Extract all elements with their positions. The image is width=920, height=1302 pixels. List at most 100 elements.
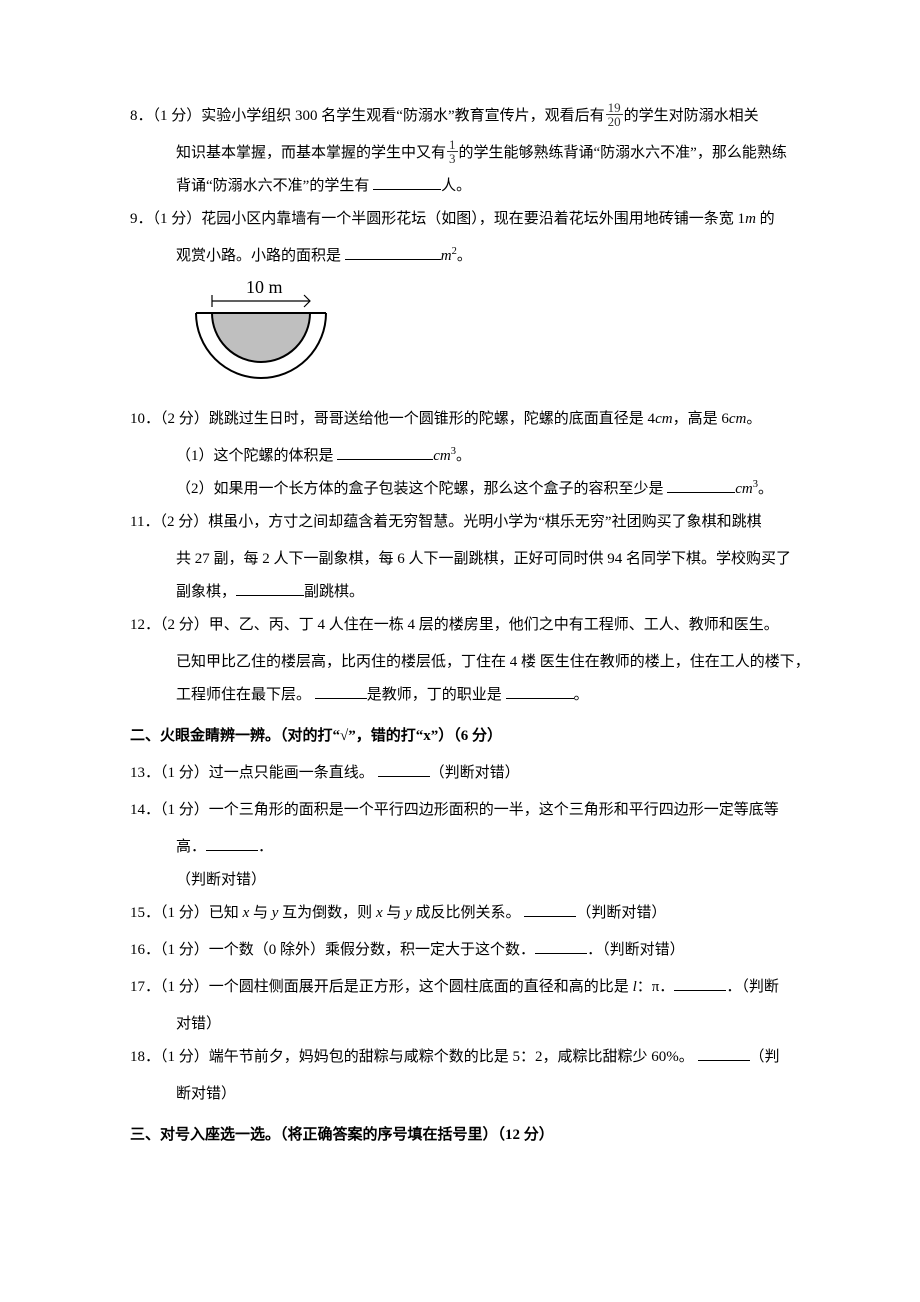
section-3-heading: 三、对号入座选一选。（将正确答案的序号填在括号里）（12 分） <box>130 1119 810 1152</box>
q13-points: 1 分 <box>168 765 194 781</box>
blank <box>378 761 430 777</box>
q16-num: 16 <box>130 942 145 958</box>
unit-cm: cm <box>655 411 673 427</box>
q8-line3: 背诵“防溺水六不准”的学生有 人。 <box>130 170 810 203</box>
exam-page: 8．（1 分）实验小学组织 300 名学生观看“防溺水”教育宣传片，观看后有19… <box>0 0 920 1236</box>
q9-t1: 花园小区内靠墙有一个半圆形花坛（如图），现在要沿着花坛外围用地砖铺一条宽 1 <box>201 211 745 227</box>
unit-m: m <box>745 211 756 227</box>
fraction-19-20: 1920 <box>606 101 623 128</box>
blank <box>337 444 433 460</box>
q12-num: 12 <box>130 617 145 633</box>
q18-points: 1 分 <box>168 1049 194 1065</box>
q10-part1: （1）这个陀螺的体积是 cm3。 <box>130 440 810 473</box>
section-2-heading: 二、火眼金睛辨一辨。（对的打“√”，错的打“x”）（6 分） <box>130 720 810 753</box>
blank <box>667 477 735 493</box>
q8-l2b: 的学生能够熟练背诵“防溺水六不准”，那么能熟练 <box>459 145 787 161</box>
question-8: 8．（1 分）实验小学组织 300 名学生观看“防溺水”教育宣传片，观看后有19… <box>130 100 810 133</box>
blank <box>535 938 587 954</box>
blank <box>345 244 441 260</box>
q14-num: 14 <box>130 802 145 818</box>
blank <box>524 901 576 917</box>
q12-l3c: 。 <box>574 687 589 703</box>
q8-line2: 知识基本掌握，而基本掌握的学生中又有13的学生能够熟练背诵“防溺水六不准”，那么… <box>130 137 810 170</box>
q15-t1d: 与 <box>383 905 406 921</box>
q11-l3b: 副跳棋。 <box>304 584 364 600</box>
q15-num: 15 <box>130 905 145 921</box>
q18-t1: 端午节前夕，妈妈包的甜粽与咸粽个数的比是 5：2，咸粽比甜粽少 60%。 <box>209 1049 694 1065</box>
q12-points: 2 分 <box>168 617 194 633</box>
q11-line2: 共 27 副，每 2 人下一副象棋，每 6 人下一副跳棋，正好可同时供 94 名… <box>130 543 810 576</box>
q15-t1c: 互为倒数，则 <box>278 905 376 921</box>
var-x: x <box>376 905 383 921</box>
q17-line2: 对错） <box>130 1008 810 1041</box>
blank <box>674 975 726 991</box>
q16-t1: 一个数（0 除外）乘假分数，积一定大于这个数． <box>209 942 535 958</box>
blank <box>315 683 367 699</box>
q8-num: 8 <box>130 108 138 124</box>
q15-points: 1 分 <box>168 905 194 921</box>
q12-t1: 甲、乙、丙、丁 4 人住在一栋 4 层的楼房里，他们之中有工程师、工人、教师和医… <box>209 617 779 633</box>
unit-m2: m <box>441 248 452 264</box>
q12-line3: 工程师住在最下层。 是教师，丁的职业是 。 <box>130 679 810 712</box>
q15-t1e: 成反比例关系。 <box>412 905 521 921</box>
q15-t1b: 与 <box>249 905 272 921</box>
blank <box>236 580 304 596</box>
q8-t1: 实验小学组织 300 名学生观看“防溺水”教育宣传片，观看后有 <box>201 108 604 124</box>
q11-t1: 棋虽小，方寸之间却蕴含着无穷智慧。光明小学为“棋乐无穷”社团购买了象棋和跳棋 <box>208 514 761 530</box>
q11-num: 11 <box>130 514 144 530</box>
question-12: 12．（2 分）甲、乙、丙、丁 4 人住在一栋 4 层的楼房里，他们之中有工程师… <box>130 609 810 642</box>
q9-num: 9 <box>130 211 138 227</box>
q10-t1b: ，高是 6 <box>673 411 729 427</box>
question-17: 17．（1 分）一个圆柱侧面展开后是正方形，这个圆柱底面的直径和高的比是 l：π… <box>130 971 810 1004</box>
q11-points: 2 分 <box>167 514 193 530</box>
q17-t1a: 一个圆柱侧面展开后是正方形，这个圆柱底面的直径和高的比是 <box>209 979 633 995</box>
q14-l2a: 高． <box>176 839 206 855</box>
q17-tail: ．（判断 <box>726 979 779 995</box>
q14-l2b: ． <box>258 839 273 855</box>
q8-l3a: 背诵“防溺水六不准”的学生有 <box>176 178 369 194</box>
q17-points: 1 分 <box>168 979 194 995</box>
fraction-1-3: 13 <box>447 138 458 165</box>
q16-tail: ．（判断对错） <box>587 942 685 958</box>
question-10: 10．（2 分）跳跳过生日时，哥哥送给他一个圆锥形的陀螺，陀螺的底面直径是 4c… <box>130 403 810 436</box>
q8-l2a: 知识基本掌握，而基本掌握的学生中又有 <box>176 145 446 161</box>
q12-l3b: 是教师，丁的职业是 <box>367 687 502 703</box>
question-18: 18．（1 分）端午节前夕，妈妈包的甜粽与咸粽个数的比是 5：2，咸粽比甜粽少 … <box>130 1041 810 1074</box>
q8-points: 1 分 <box>160 108 186 124</box>
blank <box>373 174 441 190</box>
q10-p2b: 。 <box>758 481 773 497</box>
q10-part2: （2）如果用一个长方体的盒子包装这个陀螺，那么这个盒子的容积至少是 cm3。 <box>130 473 810 506</box>
question-9: 9．（1 分）花园小区内靠墙有一个半圆形花坛（如图），现在要沿着花坛外围用地砖铺… <box>130 203 810 236</box>
q17-l2: 对错） <box>176 1016 221 1032</box>
q9-line2: 观赏小路。小路的面积是 m2。 <box>130 240 810 273</box>
q14-line2: 高． ． <box>130 831 810 864</box>
q10-p1b: 。 <box>456 448 471 464</box>
unit-cm: cm <box>729 411 747 427</box>
q11-l2: 共 27 副，每 2 人下一副象棋，每 6 人下一副跳棋，正好可同时供 94 名… <box>176 551 791 567</box>
q10-p2a: （2）如果用一个长方体的盒子包装这个陀螺，那么这个盒子的容积至少是 <box>176 481 664 497</box>
q14-points: 1 分 <box>168 802 194 818</box>
question-14: 14．（1 分）一个三角形的面积是一个平行四边形面积的一半，这个三角形和平行四边… <box>130 794 810 827</box>
q15-t1a: 已知 <box>209 905 243 921</box>
q13-num: 13 <box>130 765 145 781</box>
question-15: 15．（1 分）已知 x 与 y 互为倒数，则 x 与 y 成反比例关系。 （判… <box>130 897 810 930</box>
q11-l3a: 副象棋， <box>176 584 236 600</box>
q8-l3b: 人。 <box>441 178 471 194</box>
q17-num: 17 <box>130 979 145 995</box>
q9-points: 1 分 <box>160 211 186 227</box>
diagram-label: 10 m <box>246 279 283 297</box>
q16-points: 1 分 <box>168 942 194 958</box>
q12-l3a: 工程师住在最下层。 <box>176 687 311 703</box>
blank <box>506 683 574 699</box>
q12-line2: 已知甲比乙住的楼层高，比丙住的楼层低，丁住在 4 楼 医生住在教师的楼上，住在工… <box>130 646 810 679</box>
unit-cm3: cm <box>735 481 753 497</box>
q10-t1c: 。 <box>746 411 761 427</box>
q18-line2: 断对错） <box>130 1078 810 1111</box>
q10-p1a: （1）这个陀螺的体积是 <box>176 448 334 464</box>
q14-l3: （判断对错） <box>176 872 266 888</box>
question-13: 13．（1 分）过一点只能画一条直线。 （判断对错） <box>130 757 810 790</box>
q18-l2: 断对错） <box>176 1086 236 1102</box>
q8-t2: 的学生对防溺水相关 <box>624 108 759 124</box>
q17-t1b: ：π． <box>637 979 675 995</box>
q18-tail: （判 <box>750 1049 780 1065</box>
